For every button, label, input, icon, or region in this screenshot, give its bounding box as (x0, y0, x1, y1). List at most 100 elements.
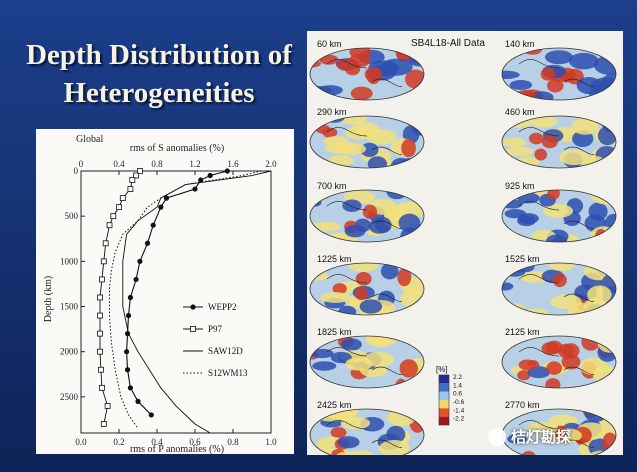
series-point-WEPP2 (124, 367, 131, 373)
scale-tick-label: 0.6 (453, 391, 462, 398)
anomaly-patch (559, 149, 589, 166)
depth-map (310, 190, 424, 242)
series-line-WEPP2 (126, 170, 228, 416)
anomaly-patch (355, 271, 372, 286)
series-point-WEPP2 (127, 294, 133, 301)
x-top-tick-label: 1.6 (227, 159, 239, 169)
series-point-WEPP2 (133, 276, 139, 283)
scale-swatch (439, 391, 449, 400)
scale-tick-label: -2.2 (453, 416, 465, 423)
anomaly-patch (503, 48, 519, 57)
anomaly-patch (504, 209, 526, 219)
anomaly-patch (571, 117, 599, 135)
y-tick-label: 1500 (60, 302, 79, 312)
x-top-tick-label: 1.2 (189, 159, 200, 169)
watermark-text: 桔灯勘探 (511, 429, 572, 446)
coastline (518, 59, 595, 87)
map-depth-label: 60 km (317, 39, 342, 49)
series-point-P97 (97, 348, 103, 355)
scale-tick-label: 1.4 (453, 382, 462, 389)
anomaly-patch (502, 137, 526, 147)
tomography-map-panel: SB4L18-All Data 60 km 140 km 290 km 460 km 7… (307, 31, 623, 462)
series-point-WEPP2 (150, 222, 156, 228)
anomaly-patch (348, 263, 379, 272)
anomaly-patch (327, 155, 354, 167)
anomaly-patch (547, 78, 564, 93)
map-outline (501, 115, 617, 169)
scale-swatch (439, 375, 449, 384)
y-tick-label: 0 (74, 166, 79, 176)
depth-map (502, 190, 616, 242)
series-point-P97 (97, 312, 103, 319)
map-grid: 60 km 140 km 290 km 460 km 700 km 925 km 1225 … (309, 39, 617, 462)
scale-swatch (439, 408, 449, 417)
map-depth-label: 2125 km (505, 327, 540, 337)
map-outline (309, 335, 425, 389)
anomaly-patch (550, 294, 582, 310)
depth-map (502, 263, 616, 315)
chart-title: Global (76, 134, 103, 145)
x-bottom-tick-label: 1.0 (265, 437, 277, 447)
coastline (518, 127, 595, 155)
anomaly-patch (350, 86, 373, 100)
scale-swatch (439, 416, 449, 425)
series-point-P97 (99, 276, 105, 283)
anomaly-patch (380, 58, 413, 76)
series-point-WEPP2 (125, 312, 132, 319)
anomaly-patch (502, 377, 514, 387)
anomaly-patch (507, 434, 527, 444)
anomaly-patch (527, 422, 558, 435)
series-point-P97 (106, 222, 113, 229)
y-axis-label: Depth (km) (43, 276, 54, 322)
map-depth-label: 1525 km (505, 254, 540, 264)
series-point-P97 (100, 258, 107, 265)
x-bottom-label: rms of P anomalies (%) (130, 444, 224, 454)
legend-label-S12WM13: S12WM13 (208, 368, 248, 378)
plot-frame (80, 170, 272, 434)
anomaly-patch (568, 52, 599, 70)
anomaly-patch (367, 156, 388, 168)
anomaly-patch (378, 440, 410, 457)
series-point-WEPP2 (198, 177, 204, 183)
map-outline (501, 262, 617, 316)
anomaly-patch (527, 366, 551, 379)
map-depth-label: 290 km (317, 107, 347, 117)
depth-map (310, 116, 424, 168)
anomaly-patch (332, 283, 347, 295)
series-point-P97 (127, 186, 134, 192)
anomaly-patch (398, 213, 421, 233)
coastline (518, 201, 595, 229)
anomaly-patch (590, 190, 616, 205)
anomaly-patch (342, 199, 362, 212)
anomaly-patch (338, 305, 357, 315)
series-point-P97 (104, 402, 111, 409)
anomaly-patch (509, 79, 533, 90)
scale-frame (438, 374, 450, 426)
x-bottom-tick-label: 0.4 (151, 437, 163, 447)
anomaly-patch (588, 202, 608, 221)
axis-ticks: 0 0.4 0.8 1.2 1.6 2.0 0.0 0.2 0.4 0.6 0.8 1.0 0 500 10… (60, 159, 277, 447)
scale-tick-label: -1.4 (453, 407, 465, 414)
anomaly-patch (360, 142, 379, 158)
anomaly-patch (364, 67, 383, 82)
anomaly-patch (374, 217, 392, 233)
map-outline (309, 115, 425, 169)
anomaly-patch (528, 132, 544, 145)
coastline (518, 347, 595, 375)
anomaly-patch (517, 215, 536, 227)
anomaly-patch (380, 263, 399, 280)
anomaly-patch (502, 48, 516, 57)
anomaly-patch (502, 70, 520, 80)
anomaly-patch (397, 268, 412, 287)
anomaly-patch (517, 370, 531, 381)
anomaly-patch (544, 50, 573, 65)
anomaly-patch (502, 282, 514, 291)
legend-marker-P97 (190, 326, 196, 332)
map-depth-label: 925 km (505, 181, 535, 191)
anomaly-patch (399, 289, 424, 309)
series-point-P97 (129, 177, 136, 183)
x-top-tick-label: 0.8 (151, 159, 163, 169)
anomaly-patch (319, 292, 352, 303)
coastline (518, 420, 595, 448)
anomaly-patch (542, 204, 574, 218)
